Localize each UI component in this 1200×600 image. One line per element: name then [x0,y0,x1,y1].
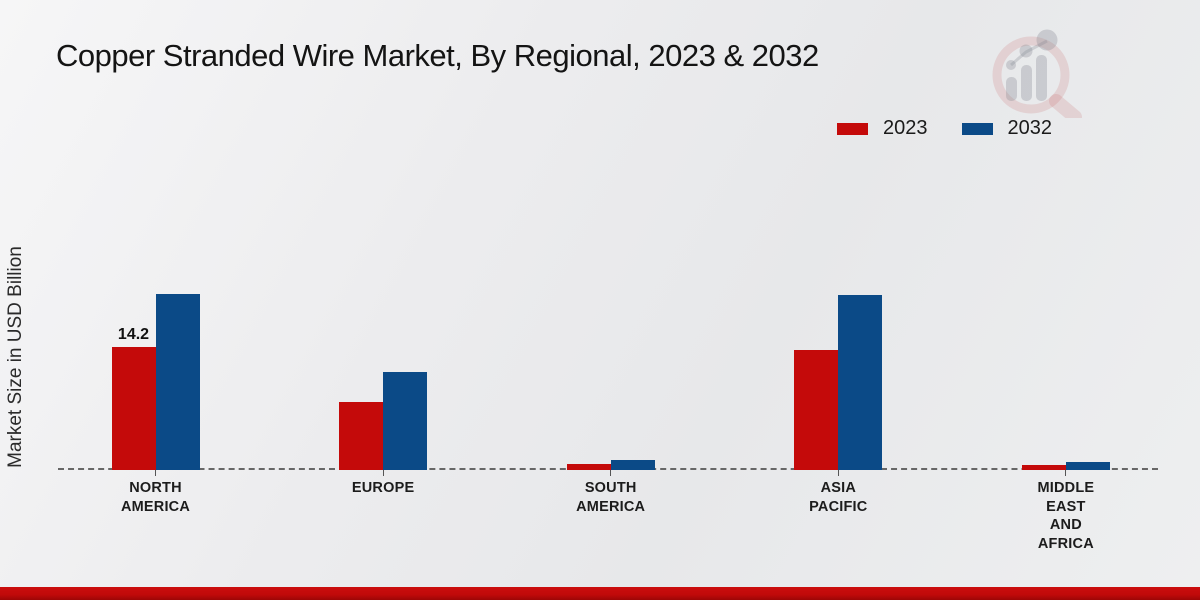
legend-item-2023: 2023 [837,117,928,140]
legend-label-2023: 2023 [883,117,928,139]
bar-2023-middle-east-and-africa [1021,464,1066,470]
bar-2032-south-america [610,460,655,470]
chart-title: Copper Stranded Wire Market, By Regional… [56,38,819,73]
bar-2023-asia-pacific [794,349,839,470]
category-label-europe: EUROPE [351,480,415,496]
x-axis-tick-asia-pacific [837,470,839,476]
legend-label-2032: 2032 [1007,117,1053,139]
bar-2032-europe [383,372,428,470]
market-research-future-logo-watermark [992,29,1082,118]
bar-2023-south-america [566,463,611,470]
bottom-red-band [0,587,1200,600]
category-label-south-america: SOUTH AMERICA [576,480,646,515]
x-axis-tick-north-america [155,470,156,476]
x-axis-tick-south-america [610,470,612,476]
x-axis-tick-middle-east-and-africa [1065,470,1067,476]
category-label-middle-east-and-africa: MIDDLE EAST AND AFRICA [1037,480,1095,552]
legend-item-2032: 2032 [961,117,1053,140]
bar-2032-middle-east-and-africa [1065,462,1110,470]
bar-2032-north-america [155,294,200,470]
bar-2023-europe [339,402,384,470]
bar-2032-asia-pacific [838,295,883,470]
category-label-north-america: NORTH AMERICA [120,480,191,515]
category-label-asia-pacific: ASIA PACIFIC [809,480,868,515]
bar-2023-north-america [111,347,156,470]
x-axis-tick-europe [382,470,384,476]
legend: 2023 2032 [837,117,1052,140]
legend-swatch-2023 [837,122,868,135]
bar-value-label-2023-north-america: 14.2 [117,326,150,344]
legend-swatch-2032 [961,122,993,135]
